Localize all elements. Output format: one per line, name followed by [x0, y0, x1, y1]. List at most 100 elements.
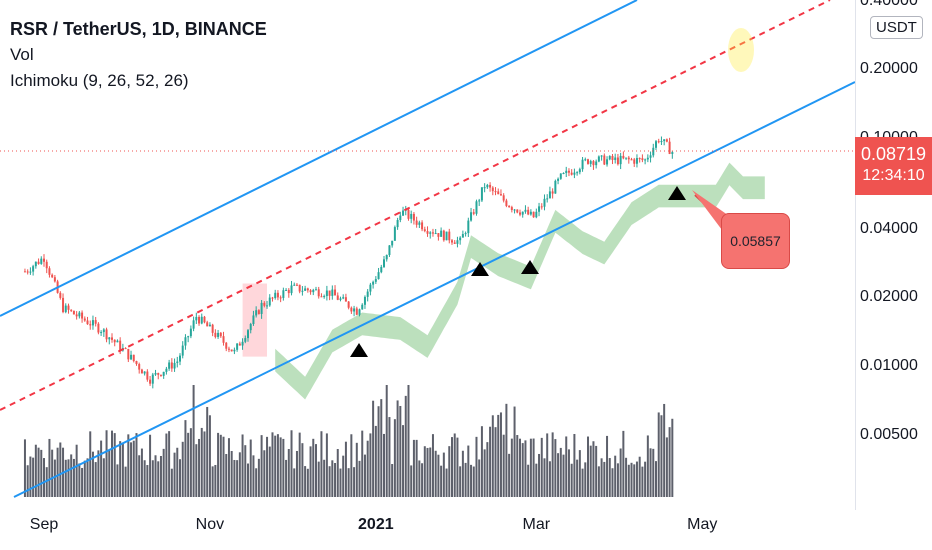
- volume-bar: [225, 454, 228, 497]
- cloud-bullish: [275, 162, 765, 400]
- candle-body: [105, 329, 108, 340]
- volume-bar: [426, 447, 429, 497]
- candle-body: [527, 209, 530, 215]
- time-tick: Nov: [195, 516, 225, 533]
- price-callout[interactable]: 0.05857: [721, 213, 790, 269]
- price-axis[interactable]: [855, 0, 932, 510]
- low-marker-triangle: [668, 186, 686, 200]
- volume-bar: [467, 445, 470, 497]
- volume-bar: [211, 466, 214, 497]
- volume-bar: [464, 462, 467, 497]
- volume-bar: [312, 438, 315, 497]
- candle-body: [505, 200, 508, 206]
- candle-body: [638, 158, 641, 160]
- symbol-title[interactable]: RSR / TetherUS, 1D, BINANCE: [10, 19, 267, 39]
- volume-bar: [282, 438, 285, 497]
- low-markers: [350, 186, 686, 357]
- price-tick: 0.02000: [860, 288, 918, 306]
- candle-body: [663, 139, 666, 142]
- channel-upper-line[interactable]: [0, 0, 638, 317]
- volume-bar: [233, 459, 236, 497]
- volume-indicator-label[interactable]: Vol: [10, 45, 34, 64]
- candle-body: [219, 332, 222, 337]
- volume-bar: [100, 440, 103, 497]
- volume-bar: [67, 459, 70, 497]
- volume-bar: [366, 440, 369, 497]
- volume-bar: [418, 460, 421, 497]
- candle-body: [551, 191, 554, 194]
- candle-body: [255, 310, 258, 316]
- candle-body: [26, 271, 29, 273]
- candle-body: [557, 178, 560, 181]
- volume-bar: [505, 403, 508, 497]
- ichimoku-indicator-label[interactable]: Ichimoku (9, 26, 52, 26): [10, 71, 189, 90]
- volume-bar: [53, 459, 56, 497]
- volume-bar: [499, 412, 502, 497]
- volume-bar: [151, 460, 154, 497]
- candle-body: [247, 330, 249, 339]
- volume-bar: [301, 443, 304, 497]
- volume-bar: [358, 460, 361, 497]
- trend-channel[interactable]: [0, 0, 856, 498]
- candle-body: [407, 209, 410, 219]
- candle-body: [146, 371, 149, 380]
- channel-mid-line[interactable]: [0, 0, 831, 411]
- candle-body: [412, 213, 415, 221]
- candle-body: [233, 349, 236, 352]
- candle-body: [75, 314, 78, 317]
- candle-body: [418, 222, 421, 225]
- candle-body: [363, 296, 366, 305]
- volume-bar: [276, 434, 279, 497]
- volume-bar: [315, 444, 317, 497]
- candle-body: [467, 220, 470, 234]
- candle-body: [203, 316, 206, 323]
- volume-bar: [600, 458, 603, 497]
- candle-body: [451, 240, 453, 243]
- volume-bar: [459, 466, 462, 497]
- candle-body: [540, 206, 543, 208]
- volume-bar: [304, 466, 307, 497]
- volume-bar: [456, 437, 459, 497]
- candle-body: [478, 200, 481, 202]
- volume-bar: [627, 464, 630, 497]
- candle-body: [600, 155, 603, 157]
- candle-body: [603, 155, 606, 165]
- candle-body: [535, 211, 538, 218]
- candle-body: [562, 172, 565, 174]
- volume-bar: [298, 432, 301, 497]
- candle-body: [437, 233, 440, 237]
- candle-body: [331, 289, 334, 296]
- volume-bar: [279, 437, 282, 497]
- volume-bar: [429, 447, 432, 497]
- volume-bar: [252, 455, 255, 497]
- candle-body: [361, 304, 364, 310]
- candle-body: [576, 172, 579, 174]
- volume-bar: [34, 444, 37, 497]
- candle-body: [53, 277, 56, 282]
- candle-body: [102, 329, 105, 333]
- volume-bar: [241, 434, 244, 497]
- volume-bar: [363, 454, 366, 497]
- volume-bar: [442, 452, 445, 497]
- candle-body: [211, 324, 214, 333]
- volume-bar: [665, 437, 668, 497]
- candle-body: [524, 209, 527, 212]
- candle-body: [440, 230, 443, 237]
- candle-body: [67, 305, 70, 310]
- candlesticks: [23, 136, 674, 389]
- volume-bar: [546, 433, 549, 497]
- candle-body: [200, 316, 203, 324]
- candle-body: [312, 289, 315, 293]
- volume-bar: [78, 463, 81, 497]
- volume-bar: [491, 415, 494, 497]
- candle-body: [135, 361, 138, 365]
- candle-body: [86, 320, 89, 325]
- volume-bar: [355, 442, 358, 497]
- candle-body: [421, 222, 424, 230]
- volume-bar: [108, 450, 111, 497]
- candle-body: [334, 289, 337, 296]
- candle-body: [257, 310, 260, 314]
- currency-button[interactable]: USDT: [870, 16, 923, 39]
- channel-lower-line[interactable]: [13, 81, 856, 498]
